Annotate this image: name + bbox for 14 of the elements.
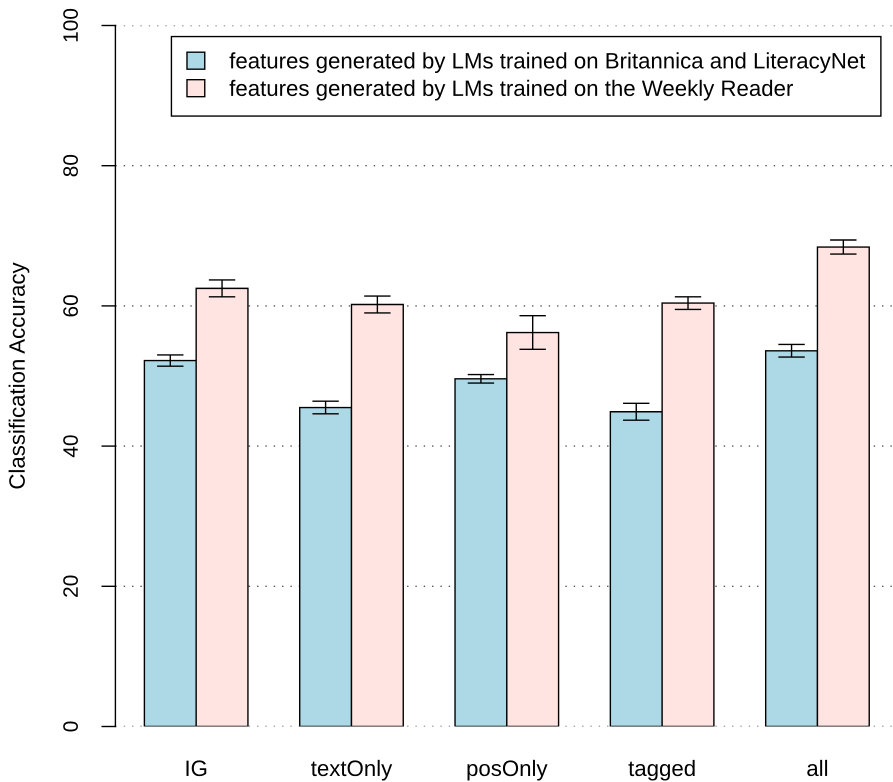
y-tick-label: 60 <box>63 295 78 316</box>
y-tick-label: 0 <box>63 722 78 732</box>
y-axis-title: Classification Accuracy <box>8 262 30 488</box>
y-tick-label: 20 <box>63 576 78 597</box>
y-tick-label: 100 <box>63 8 78 42</box>
x-tick-label: tagged <box>628 760 695 781</box>
x-tick-label: IG <box>186 760 206 776</box>
x-tick-label: all <box>807 760 828 776</box>
x-tick-label: posOnly <box>467 760 548 781</box>
legend-label: features generated by LMs trained on the Weekly Reader <box>230 80 793 100</box>
y-tick-label: 40 <box>63 435 78 458</box>
y-tick-label: 80 <box>63 154 78 176</box>
x-tick-label: textOnly <box>311 760 392 781</box>
legend-label: features generated by LMs trained on Britannica and LiteracyNet <box>230 52 866 73</box>
